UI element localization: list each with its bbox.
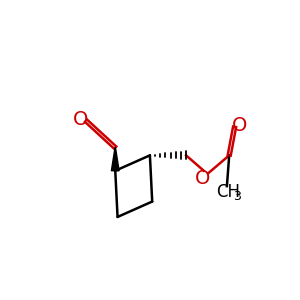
Text: O: O	[195, 169, 210, 188]
Polygon shape	[111, 148, 119, 171]
Text: O: O	[73, 110, 88, 129]
Text: CH: CH	[216, 182, 240, 200]
Text: O: O	[232, 116, 247, 135]
Text: 3: 3	[233, 190, 241, 203]
